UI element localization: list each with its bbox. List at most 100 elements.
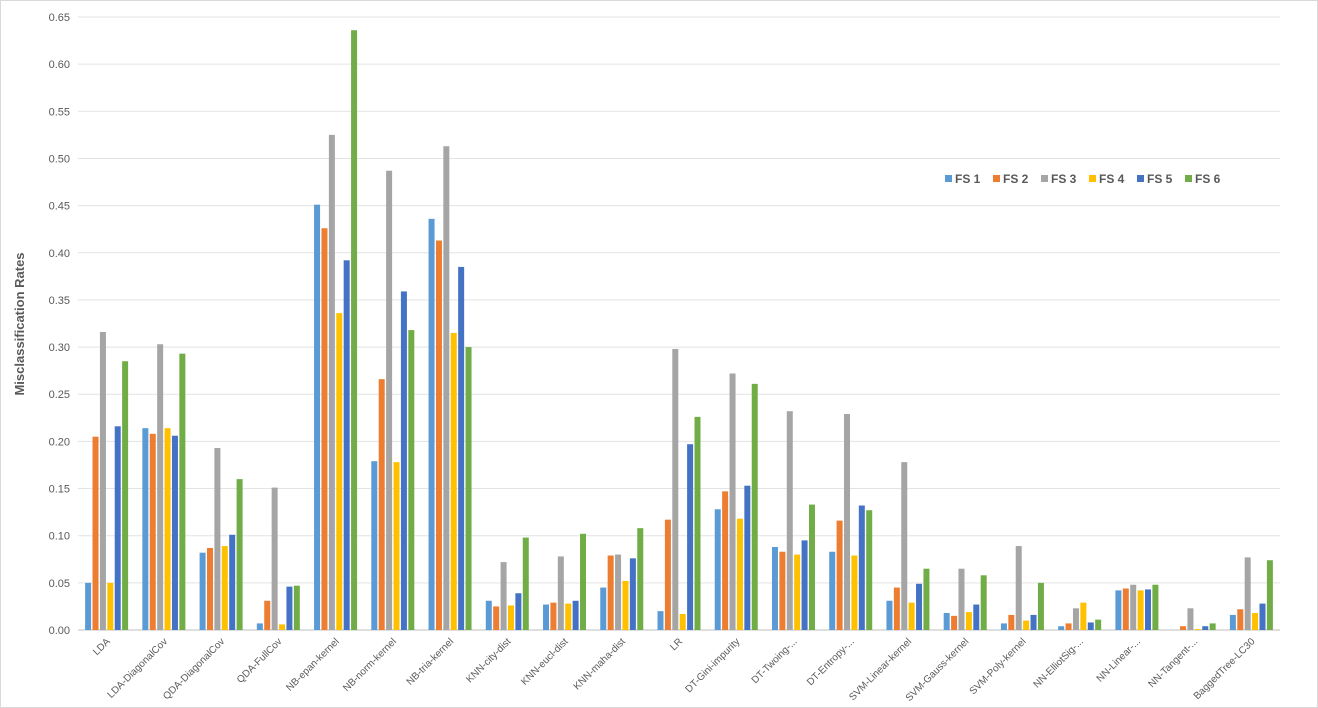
bar-fs1-18 xyxy=(1115,590,1122,630)
x-category-label: SVM-Linear-kernel xyxy=(847,636,914,703)
bar-fs6-8 xyxy=(580,533,587,630)
bar-fs6-19 xyxy=(1209,623,1216,630)
bar-fs4-18 xyxy=(1137,590,1144,630)
legend: FS 1 FS 2 FS 3 FS 4 FS 5 FS 6 xyxy=(945,172,1221,186)
bar-fs2-1 xyxy=(149,433,156,630)
bar-fs5-20 xyxy=(1259,603,1266,630)
bar-fs5-18 xyxy=(1145,589,1152,630)
x-category-label: NN-ElliotSig-... xyxy=(1032,636,1086,690)
legend-label-1: FS 1 xyxy=(955,172,981,186)
bar-fs6-13 xyxy=(866,510,873,630)
bar-fs3-8 xyxy=(557,556,564,630)
bar-fs2-19 xyxy=(1180,626,1187,630)
bar-fs1-2 xyxy=(199,552,206,630)
bar-fs6-18 xyxy=(1152,584,1159,630)
bar-fs3-9 xyxy=(615,554,622,630)
bar-fs2-11 xyxy=(722,491,729,630)
x-category-label: LDA-DiagonalCov xyxy=(106,636,170,700)
legend-swatch-3 xyxy=(1041,175,1048,182)
bar-fs2-7 xyxy=(493,606,500,630)
bar-fs3-4 xyxy=(328,134,335,630)
y-tick-label: 0.00 xyxy=(49,625,70,637)
bar-fs6-9 xyxy=(637,528,644,630)
y-axis-ticks: 0.00 0.05 0.10 0.15 0.20 0.25 0.30 0.35 0.40 0.45… xyxy=(49,12,70,637)
y-tick-label: 0.55 xyxy=(49,106,70,118)
y-tick-label: 0.65 xyxy=(49,12,70,24)
bar-fs3-12 xyxy=(786,411,793,630)
x-category-label: QDA-DiagonalCov xyxy=(161,636,227,702)
y-tick-label: 0.45 xyxy=(49,201,70,213)
x-category-label: DT-Entropy-... xyxy=(805,636,857,688)
bar-fs2-8 xyxy=(550,602,557,630)
bar-fs2-14 xyxy=(893,587,900,630)
legend-swatch-1 xyxy=(945,175,952,182)
bar-fs5-6 xyxy=(458,266,465,630)
bar-fs1-16 xyxy=(1000,623,1007,630)
bar-fs5-19 xyxy=(1202,626,1209,630)
bar-fs6-5 xyxy=(408,330,415,630)
x-category-label: NB-epan-kernel xyxy=(284,636,341,693)
bar-fs1-8 xyxy=(543,604,550,630)
x-category-label: SVM-Gauss-kernel xyxy=(904,636,972,704)
legend-label-3: FS 3 xyxy=(1051,172,1077,186)
bar-fs4-14 xyxy=(908,602,915,630)
bar-fs4-19 xyxy=(1194,629,1201,630)
bar-fs4-4 xyxy=(336,313,343,630)
legend-swatch-6 xyxy=(1185,175,1192,182)
bar-fs4-7 xyxy=(507,605,514,630)
bar-fs3-5 xyxy=(386,170,393,630)
bar-fs6-7 xyxy=(522,537,529,630)
legend-swatch-2 xyxy=(993,175,1000,182)
y-tick-label: 0.35 xyxy=(49,295,70,307)
bar-fs1-13 xyxy=(829,551,836,630)
y-tick-label: 0.60 xyxy=(49,59,70,71)
bar-fs4-9 xyxy=(622,580,629,630)
bar-fs4-20 xyxy=(1252,613,1259,630)
bar-fs2-4 xyxy=(321,228,328,630)
bar-fs3-14 xyxy=(901,462,908,630)
bar-fs5-4 xyxy=(343,260,350,630)
bar-fs3-19 xyxy=(1187,608,1194,630)
bar-fs3-18 xyxy=(1130,584,1137,630)
bar-fs2-5 xyxy=(378,379,385,630)
bars xyxy=(85,30,1273,631)
bar-fs6-14 xyxy=(923,568,930,630)
bar-fs3-1 xyxy=(157,344,164,630)
bar-fs4-3 xyxy=(279,624,286,630)
x-category-label: BaggedTree-LC30 xyxy=(1192,636,1258,702)
bar-fs4-13 xyxy=(851,555,858,630)
legend-swatch-4 xyxy=(1089,175,1096,182)
bar-fs4-0 xyxy=(107,582,114,630)
bar-fs6-3 xyxy=(293,585,300,630)
bar-fs5-17 xyxy=(1087,622,1094,630)
bar-fs4-17 xyxy=(1080,602,1087,630)
x-category-label: NB-tria-kernel xyxy=(405,636,456,687)
legend-label-2: FS 2 xyxy=(1003,172,1029,186)
y-tick-label: 0.20 xyxy=(49,436,70,448)
bar-fs4-12 xyxy=(794,554,801,630)
bar-fs3-15 xyxy=(958,568,965,630)
bar-fs5-10 xyxy=(687,444,694,630)
bar-fs2-10 xyxy=(664,519,671,630)
x-category-label: KNN-city-dist xyxy=(464,636,513,685)
bar-fs5-12 xyxy=(801,540,808,630)
bar-fs2-15 xyxy=(951,615,958,630)
y-tick-label: 0.15 xyxy=(49,484,70,496)
x-category-label: KNN-eucl-dist xyxy=(519,636,571,688)
bar-fs4-10 xyxy=(679,613,686,630)
bar-fs4-16 xyxy=(1023,620,1030,630)
bar-fs5-8 xyxy=(572,600,579,630)
bar-fs3-2 xyxy=(214,447,221,630)
legend-swatch-5 xyxy=(1137,175,1144,182)
bar-fs6-2 xyxy=(236,479,243,630)
bar-fs5-11 xyxy=(744,485,751,630)
bar-fs1-20 xyxy=(1229,614,1236,630)
bar-fs1-15 xyxy=(943,613,950,630)
bar-fs1-10 xyxy=(657,611,664,630)
bar-fs6-12 xyxy=(808,504,815,630)
x-category-label: DT-Twoing-... xyxy=(750,636,800,686)
bar-fs3-7 xyxy=(500,562,507,630)
bar-fs5-0 xyxy=(114,426,121,630)
bar-fs1-11 xyxy=(714,509,721,630)
